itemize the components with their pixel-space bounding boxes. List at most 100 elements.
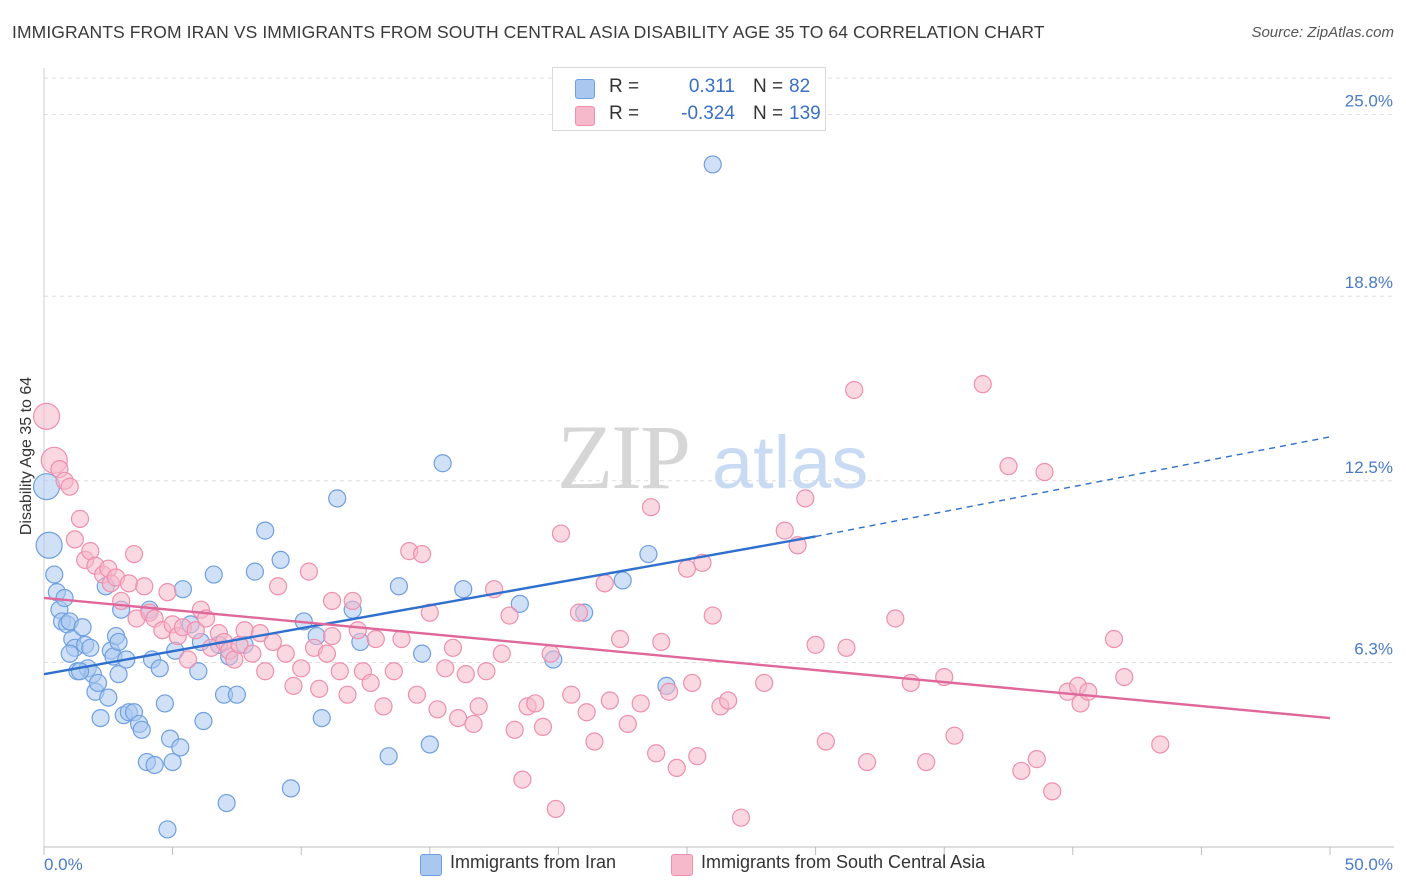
- y-tick-label: 25.0%: [1345, 92, 1393, 111]
- data-point: [541, 644, 560, 663]
- data-point: [688, 747, 707, 766]
- data-point: [124, 544, 144, 564]
- data-point: [577, 703, 596, 722]
- data-point: [719, 691, 738, 710]
- watermark-zip: ZIP: [557, 406, 689, 508]
- legend-n-label: N =: [753, 76, 784, 97]
- trend-line-iran: [43, 535, 816, 676]
- data-point: [659, 682, 679, 701]
- data-point: [158, 820, 177, 839]
- data-point: [945, 726, 964, 745]
- data-point: [631, 694, 650, 713]
- data-point: [119, 574, 138, 593]
- data-point: [361, 673, 380, 693]
- data-point: [281, 779, 301, 798]
- data-point: [456, 665, 475, 684]
- data-point: [1027, 750, 1046, 769]
- x-tick-label: 50.0%: [1345, 855, 1393, 874]
- data-point: [857, 752, 877, 772]
- data-point: [407, 685, 427, 704]
- legend-swatch-pink: [671, 854, 693, 876]
- data-point: [533, 717, 553, 736]
- data-point: [132, 720, 151, 739]
- legend-r-value: 0.311: [688, 76, 735, 97]
- data-point: [464, 714, 483, 734]
- data-point: [510, 594, 529, 613]
- data-point: [268, 577, 288, 596]
- data-point: [639, 544, 658, 564]
- legend-r-label: R =: [609, 76, 640, 97]
- legend-n-value: 82: [789, 76, 811, 97]
- legend-swatch-blue: [575, 79, 595, 99]
- data-point: [1035, 462, 1054, 482]
- data-point: [322, 591, 342, 611]
- data-point: [343, 591, 362, 611]
- data-point: [256, 662, 275, 681]
- data-point: [384, 662, 403, 681]
- watermark-atlas: atlas: [712, 421, 868, 504]
- trend-line-iran-extension: [815, 436, 1331, 538]
- correlation-legend: R = 0.311 N = 82 R = -0.324 N = 139: [552, 67, 826, 131]
- data-point: [973, 375, 992, 394]
- data-point: [330, 662, 349, 681]
- data-point: [379, 747, 398, 766]
- data-point: [1079, 682, 1098, 701]
- data-point: [45, 565, 64, 584]
- data-point: [886, 609, 905, 628]
- data-point: [569, 603, 589, 622]
- data-point: [150, 659, 169, 678]
- data-point: [186, 621, 205, 640]
- data-point: [135, 577, 154, 596]
- data-point: [433, 454, 452, 473]
- data-point: [618, 714, 637, 734]
- data-point: [667, 758, 686, 778]
- y-tick-label: 12.5%: [1345, 458, 1393, 477]
- legend-label: Immigrants from Iran: [450, 852, 617, 872]
- data-point: [513, 770, 532, 789]
- trend-lines: [43, 436, 1331, 720]
- data-point: [81, 638, 100, 657]
- data-point: [755, 673, 774, 693]
- data-point: [1104, 629, 1124, 649]
- legend-n-label: N =: [753, 103, 784, 124]
- data-point: [448, 709, 468, 728]
- data-point: [551, 524, 571, 543]
- data-point: [613, 571, 632, 590]
- data-point: [65, 530, 84, 549]
- data-point: [1115, 667, 1134, 687]
- data-point: [317, 644, 337, 663]
- data-point: [60, 644, 79, 663]
- data-point: [70, 662, 90, 681]
- data-point: [312, 709, 331, 728]
- data-point: [443, 638, 463, 657]
- data-point: [189, 662, 208, 681]
- data-point: [204, 565, 223, 584]
- legend-swatch-pink: [575, 106, 595, 126]
- data-point: [109, 665, 128, 684]
- data-point: [901, 673, 920, 693]
- data-point: [299, 562, 319, 581]
- data-point: [806, 635, 825, 654]
- data-point: [412, 644, 432, 663]
- data-point: [32, 473, 61, 501]
- data-point: [412, 544, 432, 564]
- data-point: [600, 691, 619, 710]
- data-point: [1151, 735, 1170, 754]
- data-point: [816, 732, 835, 751]
- data-point: [845, 380, 864, 400]
- data-point: [322, 626, 342, 646]
- data-point: [428, 700, 447, 719]
- data-point: [677, 559, 697, 578]
- data-point: [775, 521, 794, 540]
- legend-r-label: R =: [609, 103, 640, 124]
- data-point: [55, 588, 74, 608]
- data-point: [436, 659, 455, 678]
- series-legend: Immigrants from Iran Immigrants from Sou…: [0, 852, 1406, 878]
- data-point: [703, 155, 722, 174]
- data-point: [647, 744, 666, 763]
- data-point: [328, 489, 347, 508]
- data-point: [837, 638, 856, 657]
- data-point: [70, 509, 90, 528]
- data-point: [276, 644, 295, 663]
